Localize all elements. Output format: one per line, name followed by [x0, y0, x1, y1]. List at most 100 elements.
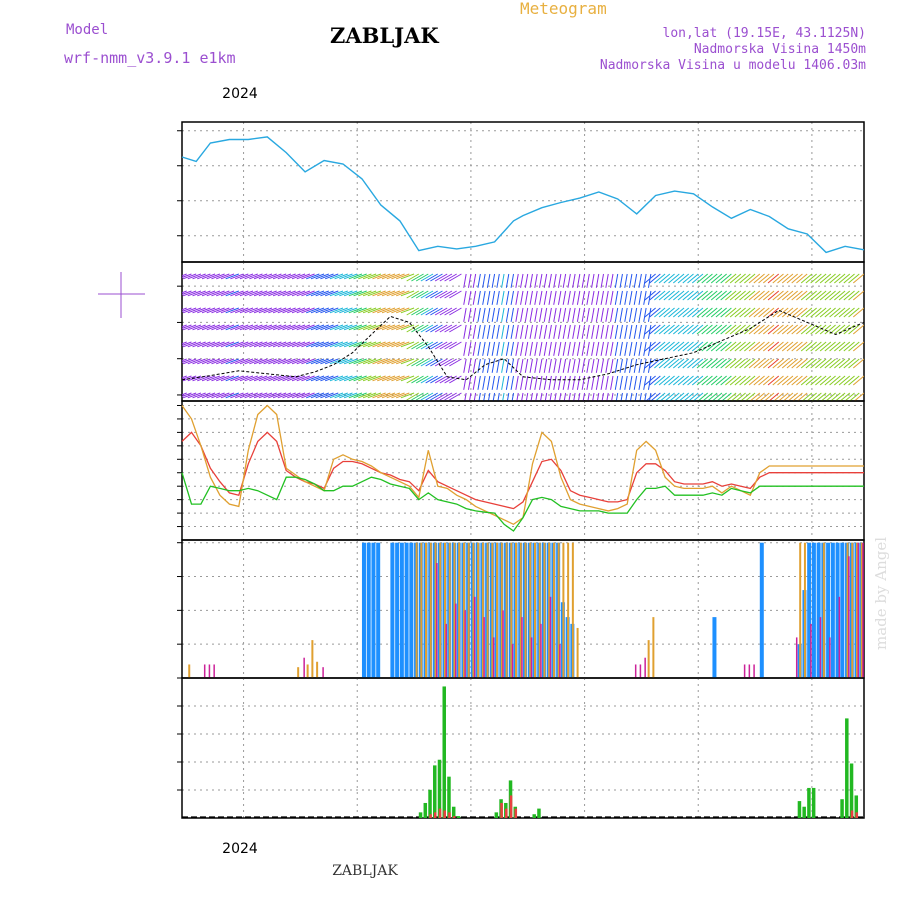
wind-barb [510, 290, 515, 305]
wind-barb [805, 273, 817, 284]
wind-barb [287, 358, 301, 365]
wind-barb [824, 341, 836, 352]
wind-barb [282, 341, 296, 348]
wind-barb [810, 375, 822, 386]
wind-barb [406, 358, 420, 367]
wind-barb [372, 307, 386, 314]
wind-barb [473, 392, 477, 401]
precip-bar-0 [437, 759, 442, 818]
wind-barb [567, 375, 571, 390]
wind-barb [649, 341, 661, 352]
wind-barb [554, 392, 557, 401]
wind-barb [614, 290, 619, 305]
wind-barb [268, 358, 282, 365]
wind-barb [253, 392, 268, 399]
wind-barb [644, 307, 656, 318]
wind-barb [491, 273, 496, 288]
wind-barb [638, 290, 642, 305]
cloud-bar-2 [213, 664, 215, 678]
wind-barb [777, 324, 789, 335]
wind-barb [510, 273, 515, 288]
wind-barb [843, 358, 855, 369]
wind-barb [244, 392, 258, 399]
precip-bar-0 [494, 812, 499, 818]
wind-barb [253, 375, 268, 382]
wind-barb [725, 375, 737, 386]
wind-barb [411, 290, 424, 299]
wind-barb [477, 290, 481, 305]
wind-barb [225, 341, 240, 348]
wind-barb [843, 375, 855, 386]
wind-barb [211, 273, 225, 280]
wind-barb [501, 290, 505, 305]
wind-barb [644, 392, 647, 401]
wind-barb [496, 307, 500, 322]
wind-barb [310, 375, 325, 382]
wind-barb [510, 375, 515, 390]
wind-barb [520, 290, 524, 305]
wind-barb [687, 358, 699, 369]
watermark: made by Angel [872, 537, 890, 650]
wind-barb [406, 290, 420, 299]
wind-barb [220, 375, 235, 382]
wind-barb [268, 341, 282, 348]
wind-barb [834, 375, 846, 386]
wind-barb [324, 307, 339, 314]
wind-barb [249, 375, 263, 382]
cloud-bar-2 [502, 610, 504, 678]
wind-barb [729, 341, 742, 352]
precip-bar-0 [854, 795, 859, 818]
wind-barb [710, 375, 723, 386]
wind-barb [710, 273, 723, 284]
wind-barb [329, 273, 344, 280]
wind-barb [381, 358, 396, 365]
wind-barb [282, 290, 296, 297]
wind-barb [306, 392, 320, 399]
wind-barb [810, 307, 822, 318]
wind-barb [324, 375, 339, 382]
wind-barb [491, 324, 496, 339]
wind-barb [739, 273, 751, 284]
wind-barb [591, 375, 595, 390]
wind-barb [287, 307, 301, 314]
wind-barb [605, 358, 609, 373]
wind-barb [748, 324, 761, 335]
wind-barb [815, 307, 827, 318]
wind-barb [306, 307, 320, 314]
cloud-bar-1 [557, 542, 560, 678]
wind-barb [277, 375, 292, 382]
wind-barb [563, 392, 567, 401]
wind-barb [614, 324, 619, 339]
wind-barb [277, 290, 292, 297]
wind-barb [815, 290, 827, 301]
wind-barb [391, 375, 405, 382]
wind-barb [182, 341, 192, 346]
wind-barb [287, 392, 301, 399]
wind-barb [258, 341, 273, 348]
wind-barb [263, 273, 277, 280]
wind-barb [505, 324, 510, 339]
wind-barb [400, 290, 415, 297]
wind-barb [306, 341, 320, 348]
wind-barb [434, 375, 448, 384]
cloud-bar-1 [860, 542, 863, 678]
wind-barb [663, 341, 675, 352]
wind-barb [658, 375, 671, 386]
precip-bar-0 [845, 718, 849, 818]
wind-barb [206, 290, 221, 297]
wind-barb [643, 341, 647, 356]
wind-barb [301, 307, 315, 314]
wind-barb [534, 290, 538, 305]
wind-barb [182, 290, 187, 294]
wind-barb [467, 358, 472, 373]
wind-barb [367, 341, 382, 348]
wind-barb [377, 358, 391, 365]
wind-barb [463, 307, 467, 322]
wind-barb [581, 341, 586, 356]
wind-barb [781, 307, 794, 318]
wind-barb [420, 358, 434, 367]
cloud-bar-2 [559, 644, 561, 678]
wind-barb [244, 375, 258, 382]
wind-barb [258, 392, 273, 399]
wind-barb [725, 341, 737, 352]
